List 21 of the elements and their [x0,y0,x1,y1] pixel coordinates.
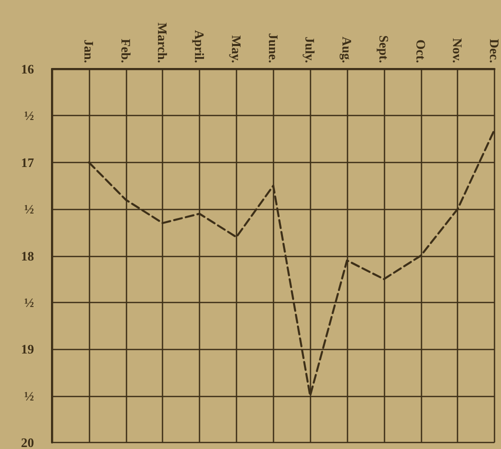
x-tick-label: Dec. [487,38,501,63]
y-tick-label: 19 [21,342,34,357]
y-tick-label: 17 [21,154,34,170]
y-tick-label: 18 [21,248,34,264]
x-tick-label: Sept. [376,35,392,63]
x-tick-label: May. [228,35,244,63]
x-tick-label: Feb. [118,38,134,63]
x-tick-label: Jan. [81,40,96,63]
y-tick-label: ½ [24,202,34,217]
x-tick-label: July. [302,36,318,63]
y-tick-label: 20 [21,435,34,449]
x-tick-label: June. [266,33,281,63]
y-tick-label: ½ [24,388,34,404]
x-tick-label: April. [192,30,207,63]
y-tick-label: ½ [24,294,34,310]
y-tick-label: ½ [24,108,34,124]
x-tick-label: Nov. [450,38,466,63]
x-tick-label: March. [155,22,170,63]
y-tick-label: 16 [21,62,34,76]
x-tick-label: Aug. [340,36,354,63]
x-tick-label: Oct. [413,40,428,63]
